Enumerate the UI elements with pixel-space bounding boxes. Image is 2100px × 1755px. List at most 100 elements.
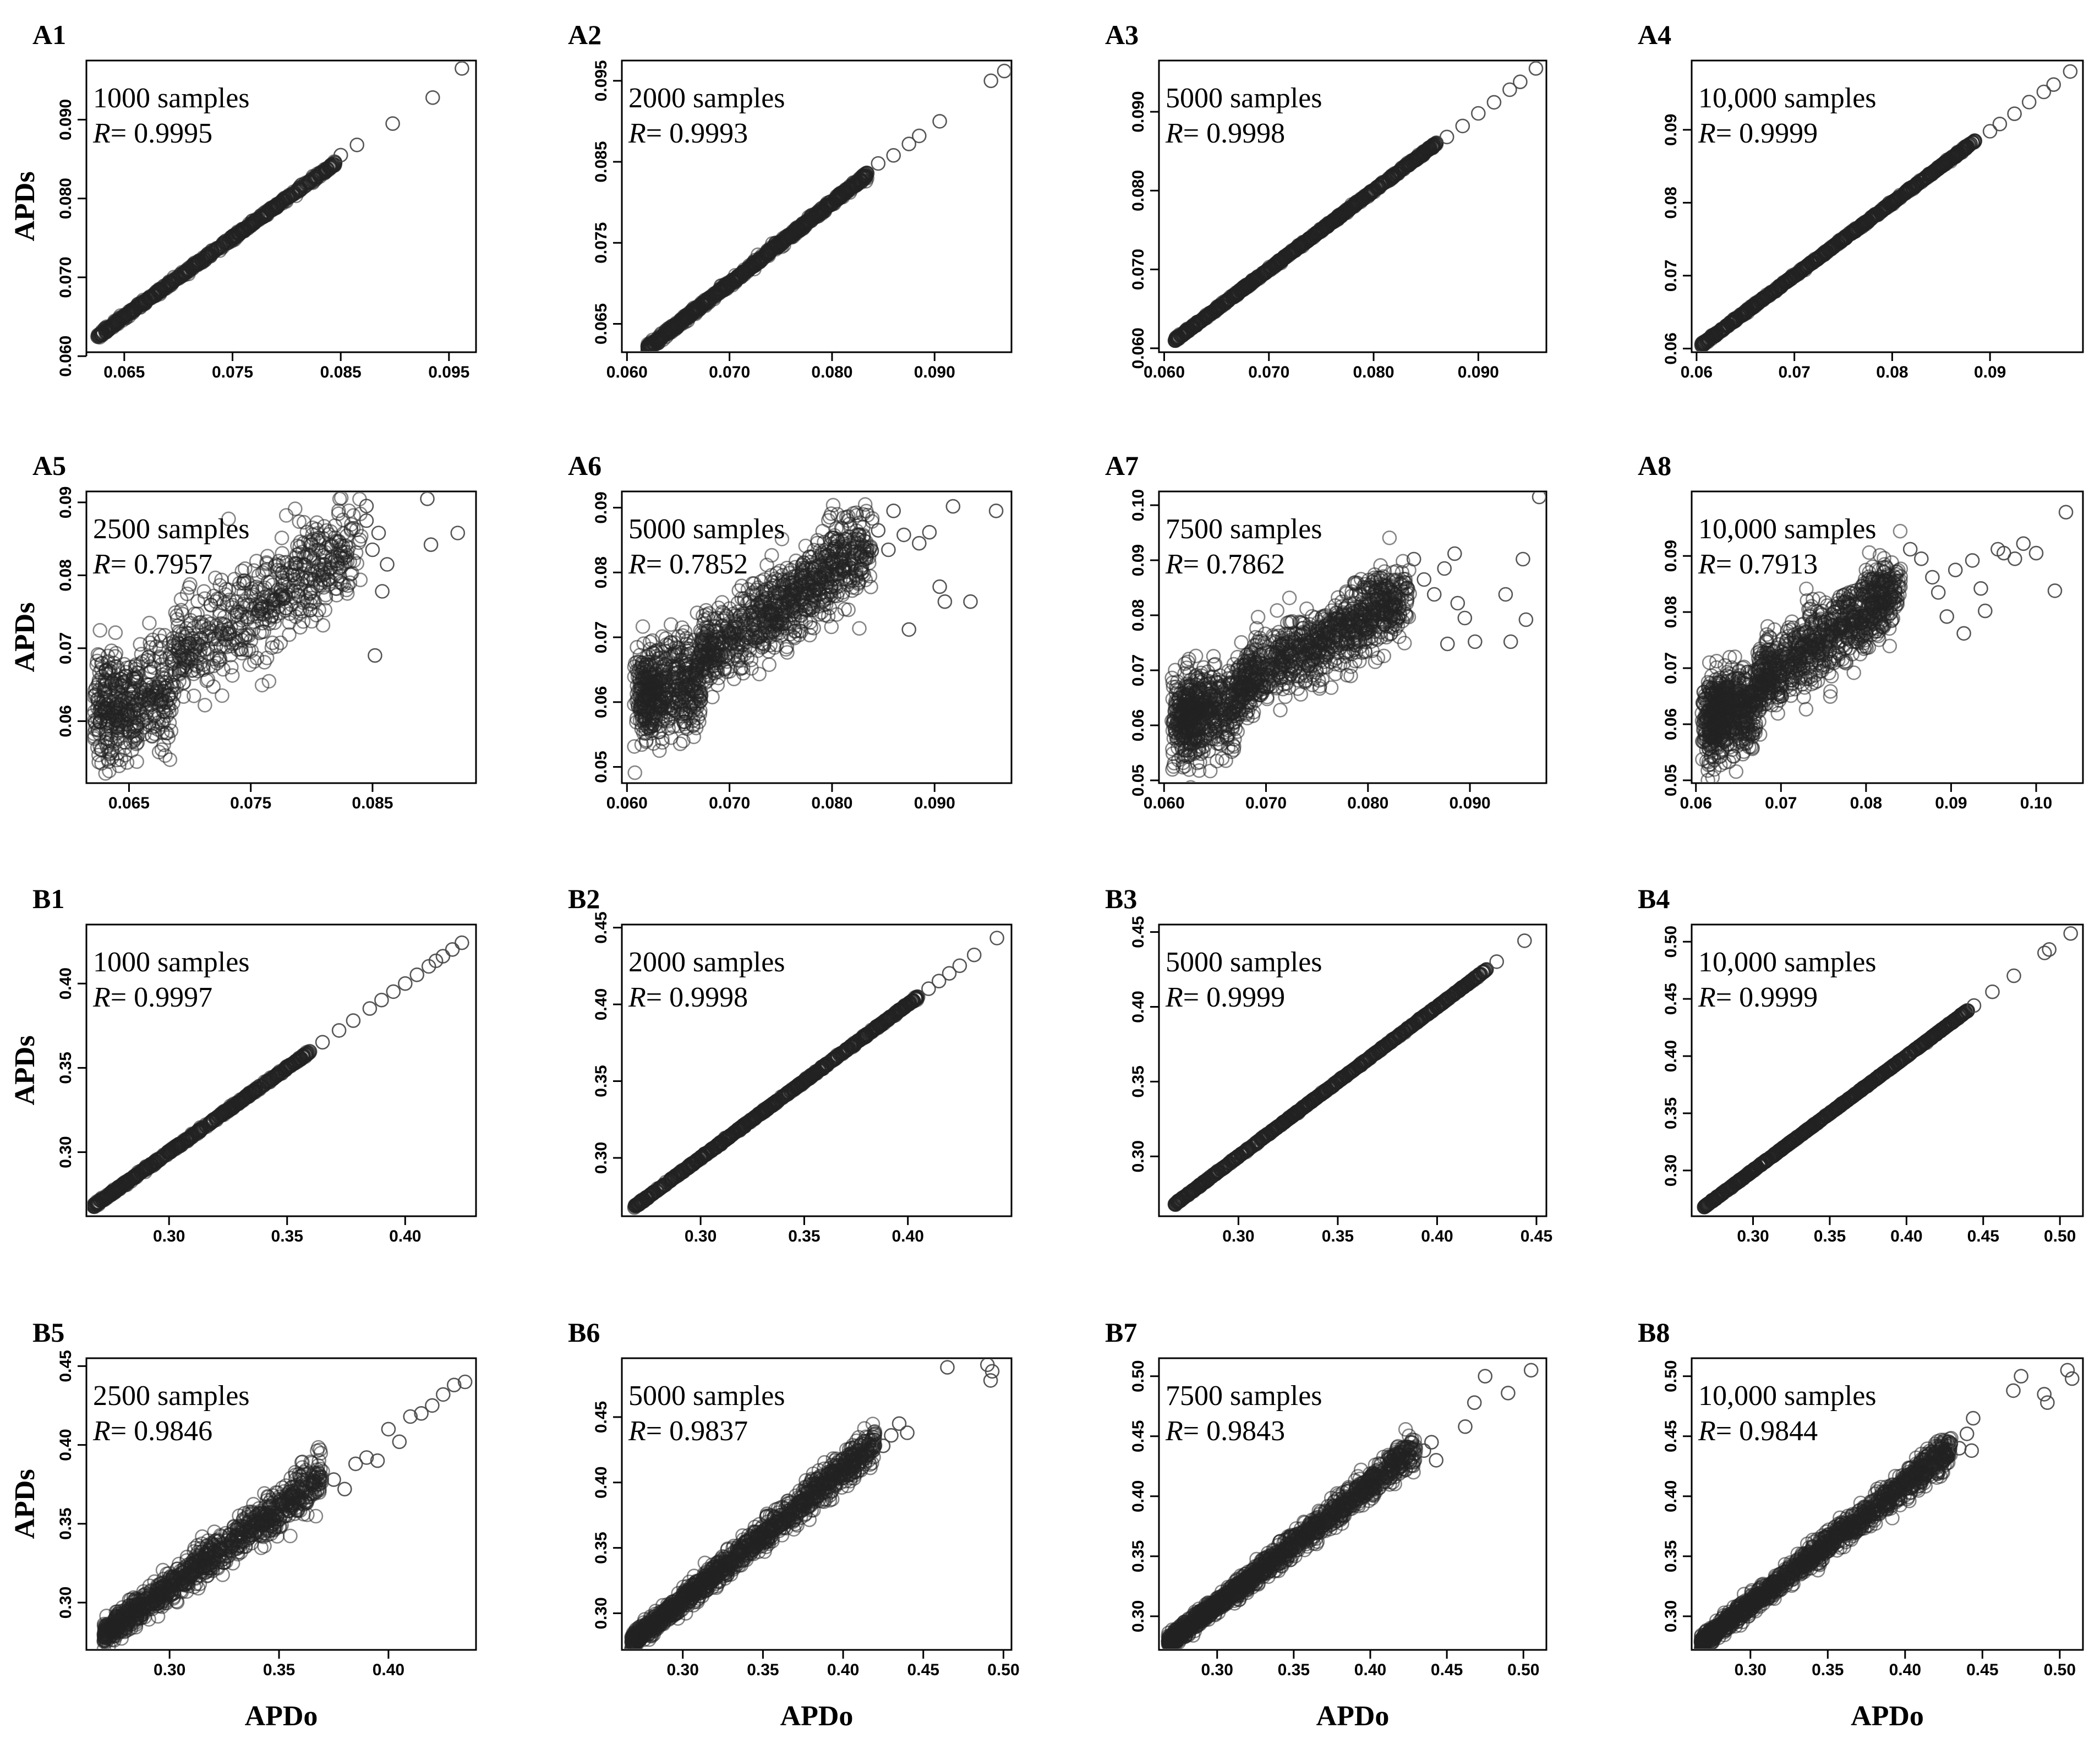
data-point <box>93 696 108 711</box>
data-point <box>305 527 320 542</box>
outlier-point <box>871 156 886 171</box>
x-tick-label: 0.070 <box>709 363 750 381</box>
data-point <box>294 177 310 192</box>
data-point <box>1909 177 1924 193</box>
data-point <box>294 604 309 619</box>
data-point <box>307 594 322 609</box>
data-point <box>231 615 246 630</box>
data-point <box>262 604 277 620</box>
data-point <box>133 637 147 652</box>
data-point <box>342 575 358 591</box>
r-symbol: R <box>628 118 646 149</box>
data-point <box>126 681 141 696</box>
data-point <box>88 683 102 698</box>
x-tick-label: 0.095 <box>428 363 469 381</box>
data-point <box>789 220 804 236</box>
data-point <box>288 560 304 575</box>
data-point <box>212 608 227 623</box>
data-point <box>90 711 105 726</box>
outlier-point <box>1439 129 1454 145</box>
data-point <box>1871 205 1886 221</box>
data-point <box>1307 227 1322 243</box>
data-point <box>292 546 307 561</box>
data-point <box>158 725 174 741</box>
r-annotation: R= 0.7957 <box>92 549 212 580</box>
data-point <box>108 625 123 640</box>
data-point <box>344 517 359 532</box>
outlier-point <box>2063 64 2078 79</box>
y-tick-label: 0.080 <box>57 178 75 219</box>
y-tick-label: 0.060 <box>1129 327 1147 369</box>
data-point <box>114 717 129 732</box>
data-point <box>90 723 105 738</box>
data-point <box>336 577 351 592</box>
r-symbol: R <box>92 549 111 580</box>
data-point <box>296 614 311 629</box>
data-point <box>1890 192 1905 207</box>
data-point <box>271 197 286 212</box>
data-point <box>232 576 247 591</box>
data-point <box>337 545 352 560</box>
data-point <box>332 493 347 506</box>
data-point <box>249 609 265 624</box>
panel-label-a1: A1 <box>32 19 66 50</box>
samples-annotation: 1000 samples <box>93 83 250 114</box>
x-tick-label: 0.07 <box>1778 363 1810 381</box>
data-point <box>231 605 245 620</box>
data-point <box>795 221 811 236</box>
data-point <box>250 582 266 597</box>
data-point <box>659 326 674 341</box>
r-value: = 0.9993 <box>646 118 748 149</box>
outlier-point <box>2036 84 2052 100</box>
data-point <box>346 508 361 523</box>
data-point <box>1834 233 1849 248</box>
data-point <box>176 689 191 704</box>
data-point <box>196 657 211 672</box>
data-point <box>183 577 198 592</box>
data-point <box>175 626 190 642</box>
data-point <box>275 546 290 561</box>
data-point <box>324 539 338 554</box>
data-point <box>210 632 226 647</box>
data-point <box>292 179 307 195</box>
outlier-point <box>375 584 390 599</box>
data-point <box>215 688 229 703</box>
data-point <box>218 582 233 597</box>
data-point <box>234 632 249 648</box>
data-point <box>316 556 331 572</box>
data-point <box>234 607 249 622</box>
data-point <box>287 501 303 516</box>
data-point <box>267 200 282 216</box>
data-point <box>98 766 113 781</box>
r-annotation: R= 0.9995 <box>92 118 212 149</box>
y-tick-label: 0.08 <box>1662 187 1680 218</box>
data-point <box>1303 231 1319 246</box>
outlier-point <box>425 90 440 105</box>
outlier-point <box>2046 77 2061 92</box>
y-tick-label: 0.08 <box>57 559 75 591</box>
x-tick-label: 0.080 <box>811 363 852 381</box>
scatter-panel-a4: 0.06 0.07 0.08 0.090.060.070.080.09A410,000… <box>1638 19 2084 381</box>
data-point <box>92 623 107 638</box>
data-point <box>1699 334 1714 349</box>
panel-label-a4: A4 <box>1638 19 1671 50</box>
outlier-point <box>365 542 380 557</box>
data-point <box>316 518 332 534</box>
points-a2 <box>640 63 1010 351</box>
scatter-panel-a2: 0.060 0.070 0.080 0.0900.0650.0750.0850.095… <box>568 19 1013 381</box>
data-point <box>132 298 147 313</box>
data-point <box>1704 329 1719 345</box>
data-point <box>108 697 123 713</box>
data-point <box>192 638 207 653</box>
outlier-point <box>1502 82 1517 97</box>
data-point <box>214 572 229 588</box>
data-point <box>145 720 160 735</box>
panel-label-a2: A2 <box>568 19 601 50</box>
samples-annotation: 2500 samples <box>93 513 250 545</box>
outlier-point <box>901 136 916 151</box>
data-point <box>123 683 138 698</box>
data-point <box>1235 280 1250 296</box>
data-point <box>270 599 286 615</box>
data-point <box>97 700 112 715</box>
